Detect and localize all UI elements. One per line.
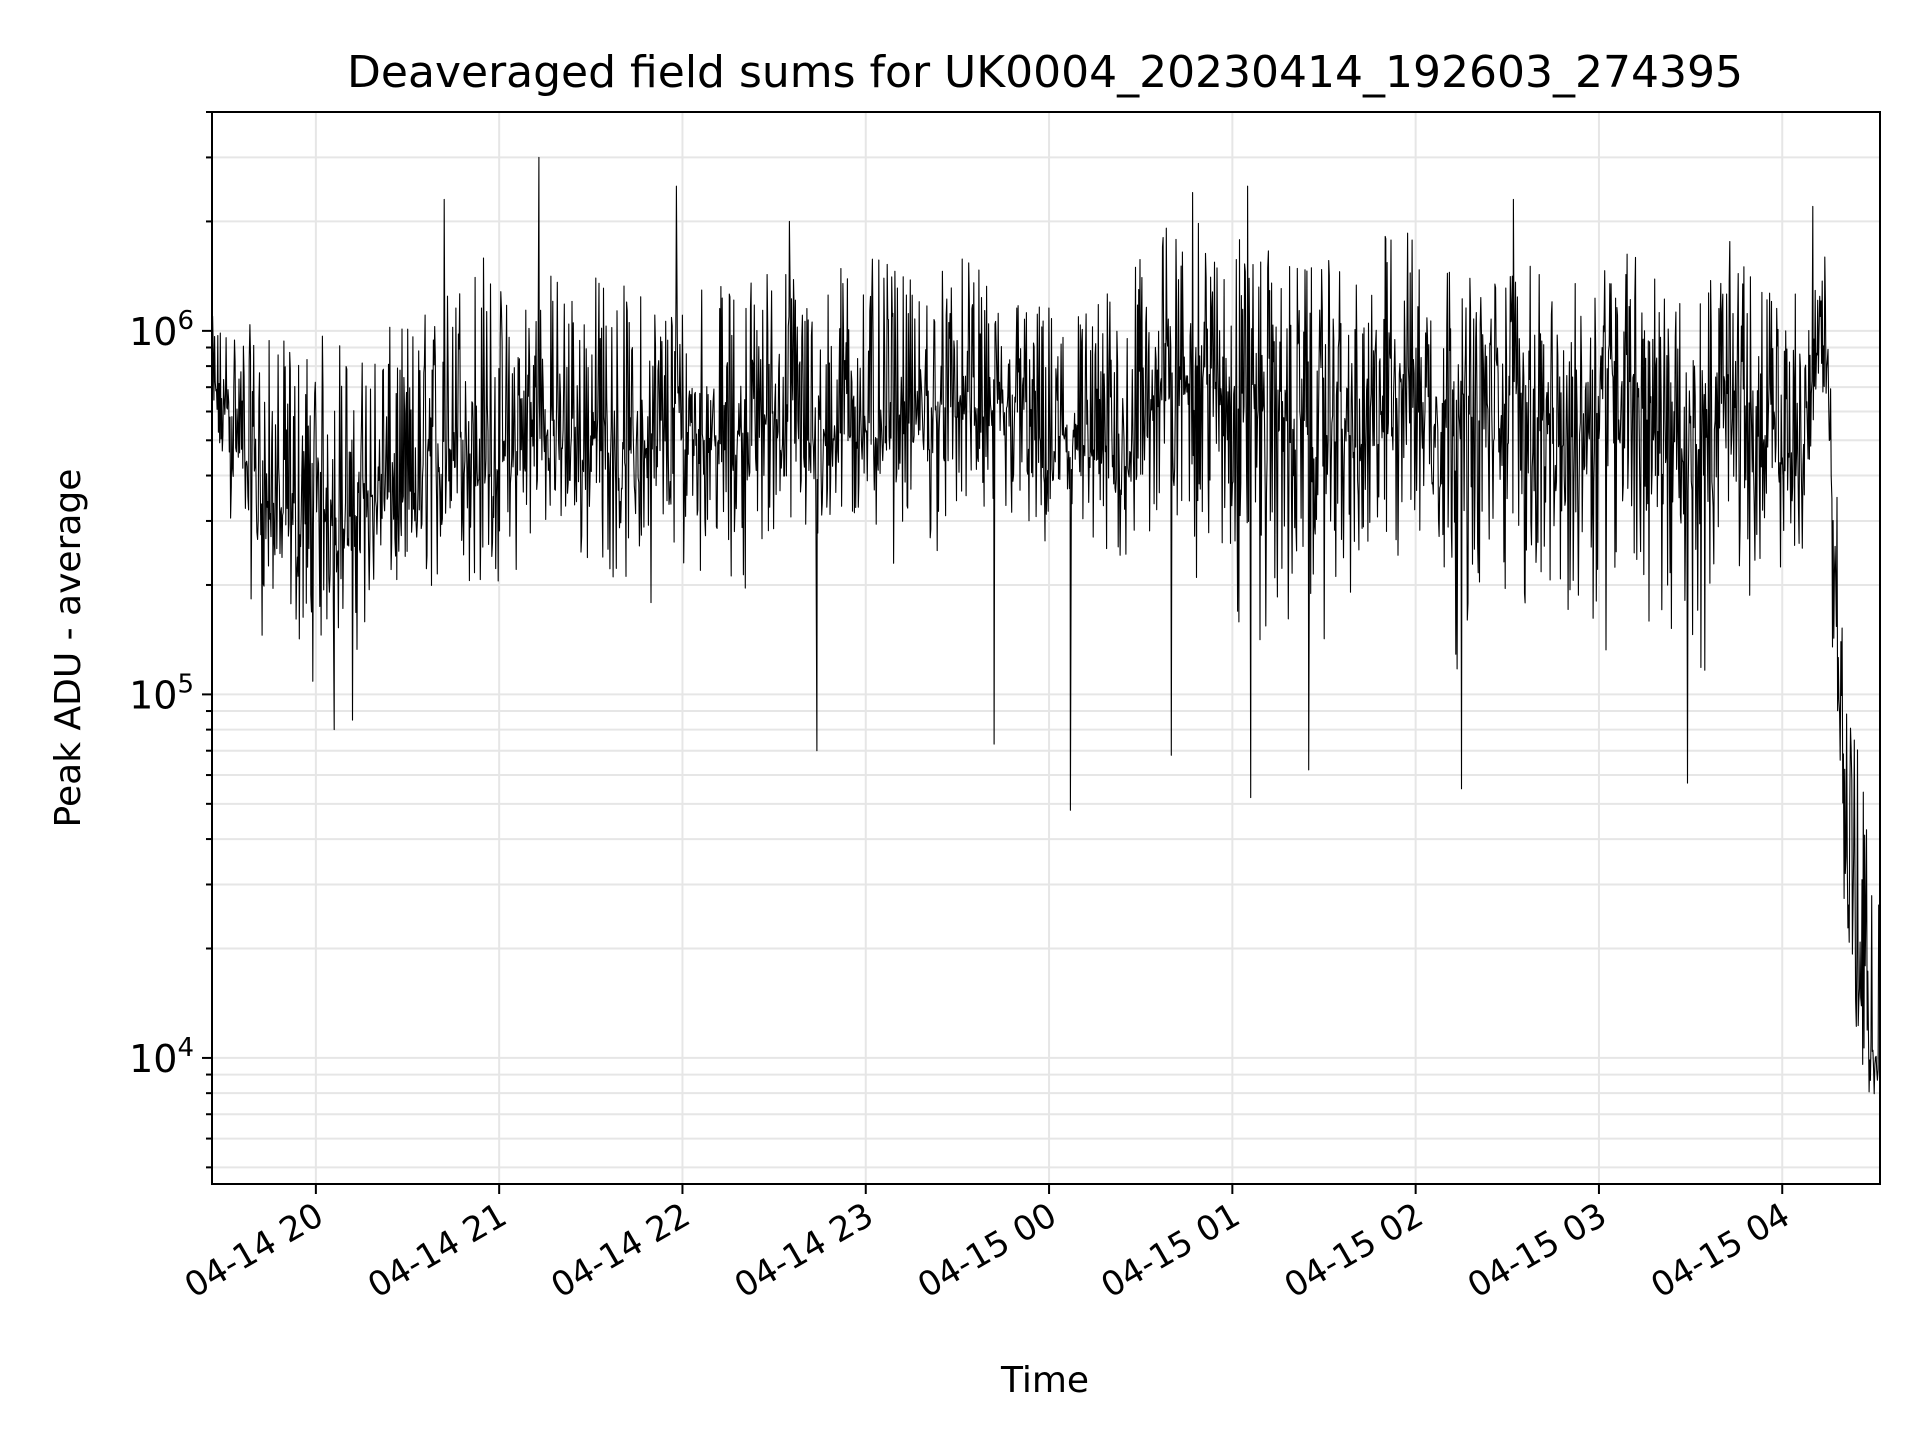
data-series xyxy=(211,156,1881,1095)
y-tick-label: 104 xyxy=(129,1033,194,1081)
x-axis-label: Time xyxy=(1000,1360,1089,1401)
y-axis-label: Peak ADU - average xyxy=(48,469,89,828)
plot-frame xyxy=(211,111,1881,1185)
y-tick-label: 106 xyxy=(129,306,194,354)
series-line xyxy=(211,156,1881,1095)
y-tick-label: 105 xyxy=(129,669,194,717)
chart-title: Deaveraged field sums for UK0004_2023041… xyxy=(347,47,1743,98)
grid-lines xyxy=(212,111,1880,1184)
